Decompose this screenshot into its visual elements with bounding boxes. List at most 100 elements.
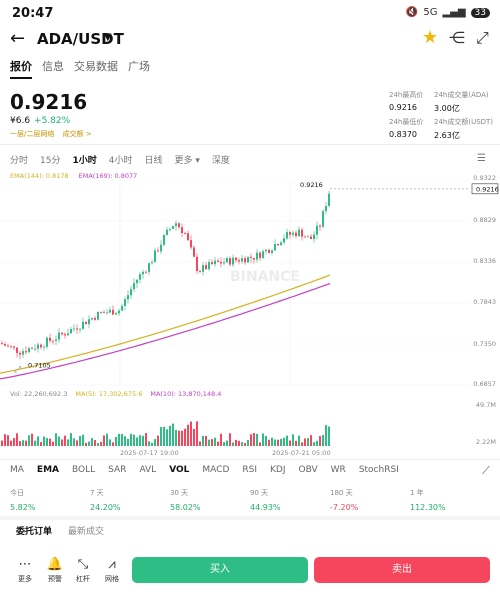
candle-body <box>13 346 15 348</box>
perf-label: 90 天 <box>250 489 269 497</box>
candle-body <box>283 238 285 243</box>
tf-more[interactable]: 更多 ▾ <box>174 156 200 166</box>
chart-settings-icon[interactable]: ☰ <box>477 153 486 164</box>
tab-square[interactable]: 广场 <box>128 60 150 73</box>
candle-body <box>256 252 258 260</box>
low-marker: 0.7105 <box>28 361 51 369</box>
grid-button[interactable]: ⩘ 网格 <box>97 557 127 584</box>
candle-body <box>85 321 87 325</box>
current-price-tag: 0.9216 <box>300 181 323 189</box>
candle-body <box>274 243 276 251</box>
ind-vol[interactable]: VOL <box>169 465 190 475</box>
volume-bar <box>130 433 132 446</box>
ind-obv[interactable]: OBV <box>298 465 318 475</box>
volume-bar <box>49 438 51 446</box>
candle-body <box>214 260 216 265</box>
volume-bar <box>97 442 99 446</box>
tag-network[interactable]: 一层/二层网络 <box>10 130 55 138</box>
volume-bar <box>40 442 42 446</box>
vol-label: Vol: 22,260,692.3 <box>10 390 68 398</box>
ind-wr[interactable]: WR <box>330 465 346 475</box>
expand-icon[interactable]: ⤢ <box>476 28 489 47</box>
ind-rsi[interactable]: RSI <box>242 465 258 475</box>
candle-body <box>292 232 294 235</box>
volume-bar <box>316 440 318 446</box>
volume-bar <box>46 438 48 446</box>
tab-info[interactable]: 信息 <box>42 60 64 73</box>
vol-axis-top: 49.7M <box>475 401 496 409</box>
share-icon[interactable]: ⋲ <box>449 28 465 47</box>
volume-bar <box>184 428 186 446</box>
status-time: 20:47 <box>12 6 54 21</box>
volume-bar <box>280 438 282 446</box>
volume-bar <box>31 433 33 446</box>
volume-bar <box>88 441 90 446</box>
volume-bar <box>4 434 6 446</box>
more-button[interactable]: ⋯ 更多 <box>10 557 40 584</box>
ind-ema[interactable]: EMA <box>36 465 59 475</box>
tab-quote[interactable]: 报价 <box>10 58 32 79</box>
star-icon[interactable]: ★ <box>422 27 439 48</box>
tab-open-orders[interactable]: 委托订单 <box>16 527 53 537</box>
volume-bar <box>217 441 219 446</box>
tf-15m[interactable]: 15分 <box>40 156 61 166</box>
tf-1h[interactable]: 1小时 <box>72 156 97 166</box>
candle-body <box>241 258 243 262</box>
ind-macd[interactable]: MACD <box>202 465 230 475</box>
candle-body <box>61 332 63 335</box>
volume-bar <box>166 429 168 446</box>
buy-button[interactable]: 买入 <box>132 557 308 583</box>
candle-body <box>145 271 147 273</box>
candle-body <box>4 344 6 346</box>
tf-4h[interactable]: 4小时 <box>108 156 133 166</box>
candle-body <box>7 345 9 347</box>
volume-bar <box>223 442 225 446</box>
volume-bars <box>1 421 330 446</box>
back-arrow-icon[interactable]: ← <box>10 28 26 49</box>
tag-turnover[interactable]: 成交额 > <box>62 130 92 138</box>
kline-chart[interactable]: BINANCE 0.9216 0.9216 0.7105 ⤢ <box>0 180 500 390</box>
ema169-line <box>0 282 331 380</box>
alert-button[interactable]: 🔔 预警 <box>40 557 70 584</box>
indicator-tabs: MA EMA BOLL SAR AVL VOL MACD RSI KDJ OBV… <box>10 465 399 475</box>
ind-boll[interactable]: BOLL <box>72 465 96 475</box>
volume-bar <box>43 436 45 446</box>
leverage-button[interactable]: ⤡ 杠杆 <box>68 557 98 584</box>
volume-bar <box>226 440 228 446</box>
tab-trading-data[interactable]: 交易数据 <box>74 60 118 73</box>
candle-body <box>55 339 57 341</box>
ind-stochrsi[interactable]: StochRSI <box>358 465 399 475</box>
chevron-down-icon[interactable]: ▼ <box>104 32 112 43</box>
candle-body <box>103 312 105 313</box>
pair-title[interactable]: ADA/USDT <box>37 30 124 48</box>
volume-bar <box>19 441 21 446</box>
sell-button[interactable]: 卖出 <box>314 557 490 583</box>
candle-body <box>271 250 273 253</box>
ind-ma[interactable]: MA <box>10 465 24 475</box>
volume-bar <box>259 442 261 446</box>
candle-body <box>19 352 21 355</box>
volume-bar <box>163 426 165 446</box>
volume-bar <box>283 437 285 446</box>
candle-body <box>37 344 39 349</box>
volume-bar <box>262 433 264 446</box>
ind-kdj[interactable]: KDJ <box>270 465 286 475</box>
indicator-settings-icon[interactable]: ⟋ <box>482 464 490 477</box>
candle-body <box>139 274 141 280</box>
volume-bar <box>328 426 330 446</box>
tab-latest-trades[interactable]: 最新成交 <box>68 527 105 537</box>
tf-line[interactable]: 分时 <box>10 156 29 166</box>
candle-body <box>196 256 198 271</box>
axis-label: 0.7843 <box>473 298 496 306</box>
tf-depth[interactable]: 深度 <box>211 156 230 166</box>
ind-sar[interactable]: SAR <box>108 465 127 475</box>
volume-bar <box>250 434 252 446</box>
tf-1d[interactable]: 日线 <box>144 156 163 166</box>
volume-bar <box>178 430 180 446</box>
volume-bar <box>10 440 12 446</box>
volume-bar <box>91 438 93 446</box>
perf-label: 1 年 <box>410 489 424 497</box>
volume-bar <box>313 442 315 446</box>
candle-body <box>148 263 150 272</box>
ind-avl[interactable]: AVL <box>139 465 157 475</box>
